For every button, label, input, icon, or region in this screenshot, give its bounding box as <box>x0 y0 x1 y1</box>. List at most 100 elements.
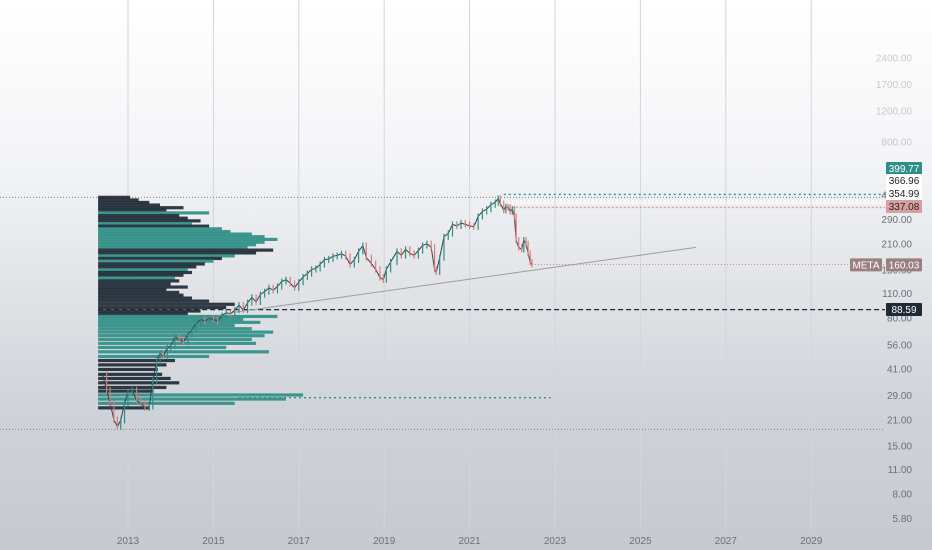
volume-profile-bar <box>98 279 180 283</box>
volume-profile-bar <box>98 219 201 223</box>
x-axis: 2013 2015 2017 2019 2021 2023 2025 2027 2029 <box>117 536 823 547</box>
volume-profile-bar <box>98 381 180 385</box>
volume-profile-bar <box>98 376 171 381</box>
symbol-tag-bg <box>850 258 882 272</box>
volume-profile-bar <box>98 211 210 215</box>
volume-profile-bar <box>98 268 188 272</box>
volume-profile-bar <box>98 309 201 313</box>
y-tick-label: 8.00 <box>893 489 913 500</box>
volume-profile-bar <box>98 296 193 300</box>
volume-profile-bar <box>98 224 210 228</box>
x-tick-label: 2025 <box>629 536 652 547</box>
price-tag-label: 354.99 <box>889 189 920 200</box>
volume-profile-bar <box>98 262 205 266</box>
volume-profile-bar <box>98 393 304 397</box>
y-tick-label: 56.00 <box>887 341 912 352</box>
volume-profile-bar <box>98 299 210 303</box>
price-tag-label: 337.08 <box>889 202 920 213</box>
volume-profile-bar <box>98 208 167 212</box>
symbol-label: META <box>852 260 879 271</box>
y-tick-label: 210.00 <box>881 240 912 251</box>
volume-profile-bar <box>98 401 235 405</box>
volume-profile-bar <box>98 312 188 316</box>
y-tick-label: 29.00 <box>887 391 912 402</box>
volume-profile-bar <box>98 288 167 292</box>
volume-profile-bar <box>98 293 184 297</box>
price-tag-bg <box>886 187 922 200</box>
last-price-label: 160.03 <box>889 260 920 271</box>
volume-profile-bar <box>98 285 188 289</box>
y-tick-label: 290.00 <box>881 215 912 226</box>
horizontal-lines <box>0 193 885 430</box>
volume-profile-bar <box>98 282 171 286</box>
volume-profile-bar <box>98 237 278 242</box>
volume-profile-bar <box>98 273 184 277</box>
volume-profile-bar <box>98 203 161 207</box>
x-tick-label: 2029 <box>800 536 823 547</box>
y-tick-label: 110.00 <box>882 289 912 300</box>
volume-profile-bar <box>98 323 235 328</box>
volume-profile-bar <box>98 290 180 294</box>
volume-profile-bar <box>98 334 265 338</box>
x-tick-label: 2013 <box>117 536 140 547</box>
volume-profile-bar <box>98 214 180 218</box>
price-tag-bg <box>886 162 922 175</box>
grid <box>127 0 812 530</box>
price-tag-label: 88.59 <box>891 305 916 316</box>
price-tag-bg <box>886 200 922 213</box>
y-tick-label: 11.00 <box>888 465 913 476</box>
volume-profile-bar <box>98 200 150 205</box>
price-tag-bg <box>886 303 922 316</box>
volume-profile-bar <box>98 345 227 350</box>
volume-profile-bar <box>98 240 265 244</box>
volume-profile-bar <box>98 248 274 252</box>
y-tick-label: 1200.00 <box>876 106 913 117</box>
y-tick-label: 1700.00 <box>876 80 913 91</box>
y-tick-label: 800.00 <box>881 137 912 148</box>
price-tag: 337.08 <box>886 200 922 213</box>
price-tag-label: 399.77 <box>889 164 920 175</box>
volume-profile-bar <box>98 251 257 255</box>
volume-profile-bar <box>98 243 257 247</box>
volume-profile-bar <box>98 372 163 376</box>
trendline-layer <box>230 246 696 314</box>
x-tick-label: 2023 <box>544 536 567 547</box>
x-tick-label: 2027 <box>715 536 738 547</box>
volume-profile-bar <box>98 235 265 239</box>
volume-profile-bar <box>98 254 235 258</box>
volume-profile-bar <box>98 198 139 202</box>
price-tag: 354.99 <box>886 187 922 200</box>
volume-profile-bar <box>98 270 193 275</box>
volume-profile-bar <box>98 276 175 280</box>
volume-profile-bar <box>98 206 184 210</box>
volume-profile-bar <box>98 259 214 263</box>
volume-profile-bar <box>98 232 252 236</box>
x-tick-label: 2015 <box>202 536 225 547</box>
volume-profile-bar <box>98 302 235 306</box>
y-tick-label: 21.00 <box>887 416 912 427</box>
price-tag-label: 366.96 <box>889 176 920 187</box>
volume-profile-bar <box>98 195 131 199</box>
y-tick-label: 5.80 <box>893 514 913 525</box>
volume-profile-bar <box>98 367 158 372</box>
volume-profile-bar <box>98 265 197 269</box>
volume-profile-bar <box>98 397 286 401</box>
volume-profile-bar <box>98 358 175 363</box>
last-price-bg <box>886 258 922 272</box>
y-tick-label: 80.00 <box>887 313 912 324</box>
price-tag: 366.96 <box>886 174 922 187</box>
volume-profile-bar <box>98 221 193 226</box>
volume-profile-bar <box>98 320 261 324</box>
y-tick-label: 41.00 <box>887 365 912 376</box>
volume-profile-bar <box>98 216 188 220</box>
y-axis: 5.80 8.00 11.00 15.00 21.00 29.00 41.00 56.00 80… <box>876 53 913 525</box>
volume-profile-bar <box>98 354 210 359</box>
x-tick-label: 2019 <box>373 536 396 547</box>
volume-profile-bar <box>98 317 244 321</box>
volume-profile-bar <box>98 245 248 249</box>
y-tick-label: 2400.00 <box>876 53 913 64</box>
volume-profile-bar <box>98 389 154 393</box>
volume-profile-bar <box>98 350 269 354</box>
